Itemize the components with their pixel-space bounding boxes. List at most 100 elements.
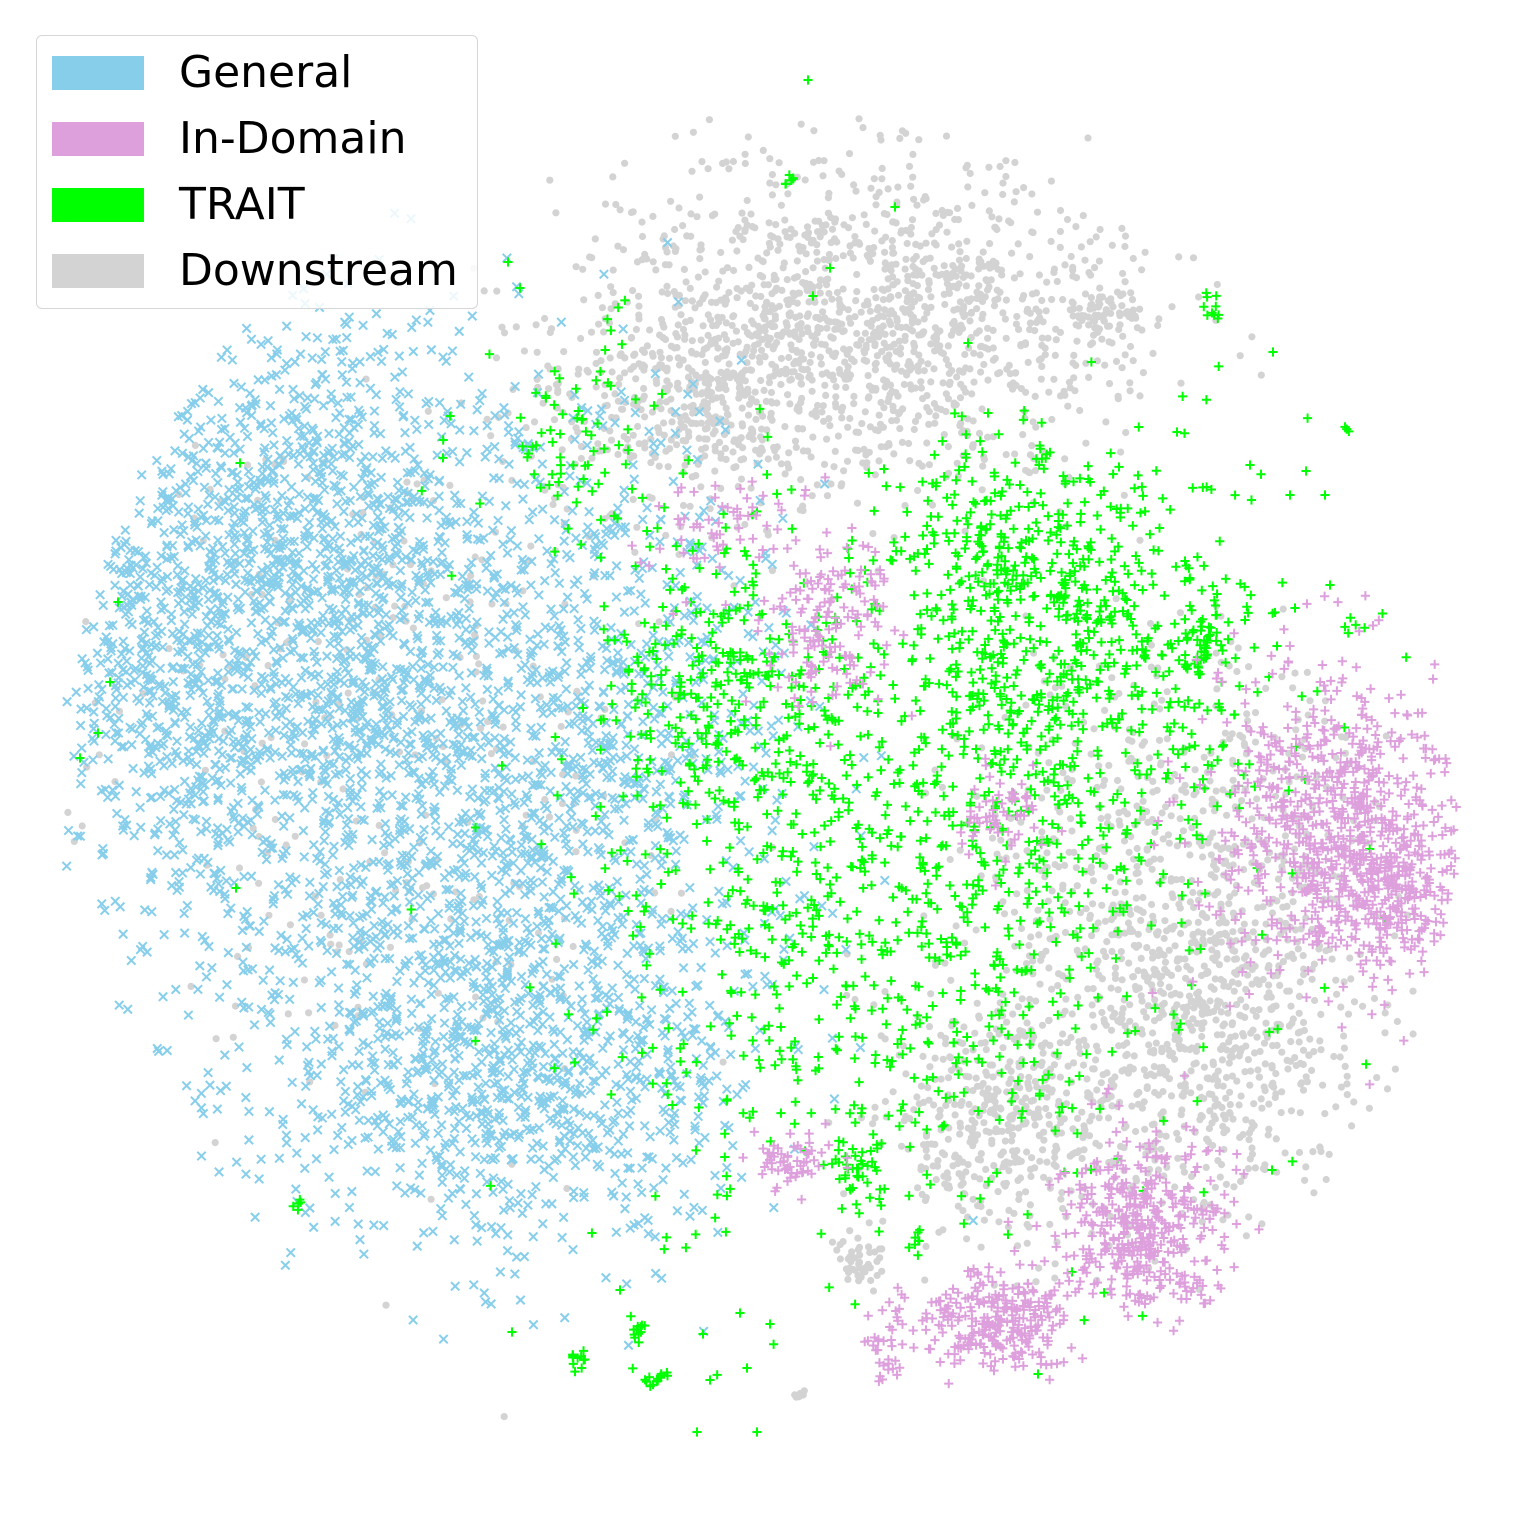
scatter-point-downstream xyxy=(1100,776,1109,784)
scatter-point-general xyxy=(422,513,432,523)
scatter-point-general xyxy=(388,630,398,641)
scatter-point-downstream xyxy=(1119,332,1127,340)
scatter-point-downstream xyxy=(741,520,749,529)
scatter-point-downstream xyxy=(901,287,910,295)
scatter-point-downstream xyxy=(982,1046,990,1054)
scatter-point-downstream xyxy=(793,405,801,413)
scatter-point-downstream xyxy=(981,1101,989,1109)
scatter-point-downstream xyxy=(1230,1183,1238,1191)
scatter-point-downstream xyxy=(792,346,801,355)
scatter-point-downstream xyxy=(766,155,774,163)
scatter-point-downstream xyxy=(1117,948,1125,956)
scatter-point-downstream xyxy=(697,483,705,491)
scatter-point-downstream xyxy=(1133,802,1141,810)
scatter-point-downstream xyxy=(714,375,722,383)
scatter-point-downstream xyxy=(786,330,794,338)
scatter-point-downstream xyxy=(768,191,777,199)
scatter-point-downstream xyxy=(853,329,861,338)
scatter-point-downstream xyxy=(1261,1060,1269,1068)
scatter-point-downstream xyxy=(500,1413,508,1421)
scatter-point-downstream xyxy=(860,445,868,453)
scatter-point-downstream xyxy=(995,215,1003,223)
scatter-point-downstream xyxy=(1126,342,1135,351)
scatter-point-general xyxy=(336,608,347,619)
scatter-point-downstream xyxy=(1009,379,1017,387)
scatter-point-downstream xyxy=(1158,696,1166,704)
scatter-point-downstream xyxy=(1095,844,1103,853)
scatter-point-downstream xyxy=(759,258,767,266)
scatter-point-downstream xyxy=(878,237,886,245)
scatter-point-downstream xyxy=(740,455,748,463)
scatter-point-downstream xyxy=(1010,908,1019,916)
scatter-point-downstream xyxy=(820,228,828,236)
scatter-point-general xyxy=(393,522,404,533)
scatter-point-downstream xyxy=(653,379,661,387)
scatter-point-downstream xyxy=(1090,331,1098,339)
scatter-point-downstream xyxy=(825,255,833,263)
scatter-point-downstream xyxy=(629,287,637,295)
scatter-point-downstream xyxy=(942,390,950,398)
scatter-point-downstream xyxy=(814,228,822,236)
scatter-point-downstream xyxy=(879,1217,887,1225)
scatter-point-downstream xyxy=(836,1255,845,1263)
scatter-point-downstream xyxy=(803,223,812,231)
scatter-point-general xyxy=(355,377,365,388)
scatter-point-downstream xyxy=(344,689,352,697)
scatter-point-downstream xyxy=(1231,1044,1239,1052)
scatter-point-downstream xyxy=(1212,787,1220,795)
scatter-point-downstream xyxy=(1178,1043,1187,1051)
scatter-point-downstream xyxy=(1052,336,1060,344)
scatter-point-downstream xyxy=(1308,975,1316,983)
scatter-point-downstream xyxy=(906,457,914,465)
scatter-point-downstream xyxy=(723,264,732,272)
scatter-point-general xyxy=(474,395,485,406)
scatter-point-general xyxy=(231,492,242,503)
scatter-point-downstream xyxy=(895,337,904,345)
scatter-point-downstream xyxy=(1213,842,1221,850)
scatter-point-downstream xyxy=(715,334,723,342)
scatter-point-downstream xyxy=(897,323,906,332)
scatter-point-downstream xyxy=(1038,1043,1046,1051)
scatter-point-downstream xyxy=(910,425,918,434)
scatter-point-downstream xyxy=(767,409,775,417)
scatter-point-downstream xyxy=(1111,889,1119,897)
scatter-point-downstream xyxy=(898,227,906,235)
scatter-point-downstream xyxy=(1281,1149,1289,1157)
scatter-point-downstream xyxy=(975,327,983,335)
scatter-point-downstream xyxy=(991,223,999,231)
scatter-point-downstream xyxy=(806,358,814,366)
scatter-point-downstream xyxy=(997,1151,1005,1159)
scatter-point-general xyxy=(242,431,253,442)
scatter-point-downstream xyxy=(962,1047,970,1055)
scatter-point-general xyxy=(220,448,230,459)
scatter-point-downstream xyxy=(883,210,891,219)
scatter-point-downstream xyxy=(300,976,308,984)
scatter-point-general xyxy=(198,443,209,454)
scatter-point-downstream xyxy=(893,361,901,369)
scatter-point-general xyxy=(316,627,326,638)
scatter-point-general xyxy=(257,461,268,472)
scatter-point-downstream xyxy=(909,262,917,271)
scatter-point-downstream xyxy=(1057,1195,1065,1203)
scatter-point-downstream xyxy=(735,394,743,402)
scatter-point-downstream xyxy=(1097,814,1105,823)
scatter-point-downstream xyxy=(898,127,907,135)
scatter-point-downstream xyxy=(1265,1125,1273,1133)
scatter-point-downstream xyxy=(1205,1124,1213,1133)
scatter-point-downstream xyxy=(1066,1152,1074,1160)
scatter-point-downstream xyxy=(1294,945,1302,953)
scatter-point-downstream xyxy=(1023,1220,1031,1229)
scatter-point-downstream xyxy=(734,224,742,232)
scatter-point-downstream xyxy=(1068,1010,1076,1018)
scatter-point-downstream xyxy=(799,279,807,287)
scatter-point-downstream xyxy=(801,176,809,184)
scatter-point-downstream xyxy=(1173,1129,1181,1137)
scatter-point-downstream xyxy=(1131,982,1139,991)
scatter-point-downstream xyxy=(852,297,860,305)
scatter-point-downstream xyxy=(973,999,981,1007)
scatter-point-downstream xyxy=(814,313,822,322)
scatter-point-downstream xyxy=(751,388,759,396)
scatter-point-downstream xyxy=(1094,957,1102,965)
scatter-point-downstream xyxy=(553,955,561,964)
scatter-point-downstream xyxy=(512,323,520,331)
